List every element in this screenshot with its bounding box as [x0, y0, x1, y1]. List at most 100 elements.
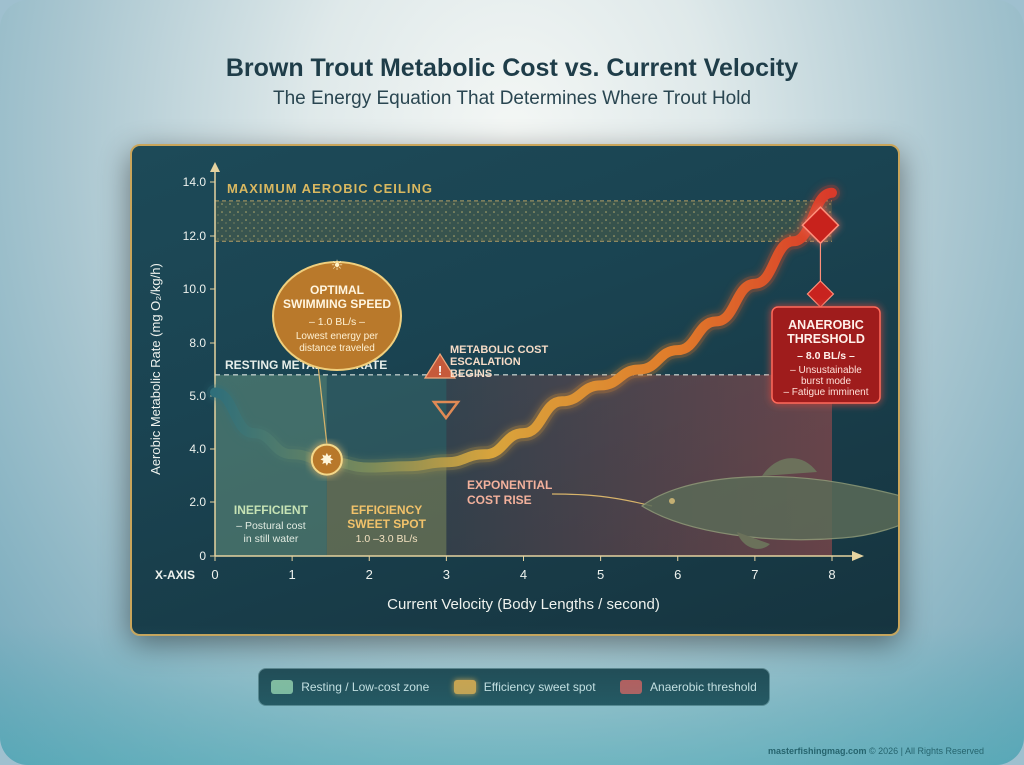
y-tick-label-4: 8.0: [189, 336, 206, 350]
optimal-callout-value-line: – 1.0 BL/s –: [309, 316, 365, 328]
legend-swatch-efficiency: [453, 680, 476, 694]
zone-label-resting-line: INEFFICIENT: [234, 503, 309, 517]
x-tick-label-8-line: 8: [828, 567, 835, 582]
x-tick-label-1-line: 1: [289, 567, 296, 582]
anaerobic-small-marker: [806, 280, 835, 308]
exponential-label-line: COST RISE: [467, 493, 532, 507]
y-tick-label-1: 2.0: [189, 495, 206, 509]
chart-subtitle: The Energy Equation That Determines Wher…: [272, 88, 752, 109]
y-axis-label-line: Aerobic Metabolic Rate (mg O₂/kg/h): [148, 263, 163, 475]
y-tick-label-3: 5.0: [189, 389, 206, 403]
anaerobic-callout-title-line: THRESHOLD: [787, 332, 865, 346]
anaerobic-callout-value: – 8.0 BL/s –: [797, 350, 855, 362]
x-tick-label-4: 4: [520, 567, 527, 582]
x-tick-label-4-line: 4: [520, 567, 527, 582]
exponential-label: EXPONENTIAL COST RISE: [467, 478, 552, 507]
optimal-callout-title: OPTIMAL SWIMMING SPEED: [283, 283, 391, 311]
x-tick-label-7: 7: [751, 567, 758, 582]
optimal-callout-bubble: [272, 261, 402, 371]
trout-dorsal-fin: [762, 458, 817, 476]
anaerobic-callout-box: [771, 306, 881, 404]
anaerobic-callout-note-line: burst mode: [801, 376, 851, 387]
anaerobic-callout-value-line: – 8.0 BL/s –: [797, 350, 855, 362]
zone-note-resting-line: in still water: [243, 533, 298, 545]
y-tick-label-2-line: 4.0: [189, 442, 206, 456]
escalation-label: METABOLIC COST ESCALATION BEGINS: [450, 344, 548, 380]
x-axis-tag-line: X-AXIS: [155, 568, 195, 582]
x-tick-label-5: 5: [597, 567, 604, 582]
legend-item-resting: Resting / Low-cost zone: [271, 680, 429, 694]
x-tick-label-6: 6: [674, 567, 681, 582]
x-tick-label-6-line: 6: [674, 567, 681, 582]
x-axis-label-line: Current Velocity (Body Lengths / second): [387, 596, 660, 613]
escalation-label-line: METABOLIC COST: [450, 344, 548, 356]
trout-pelvic-fin: [737, 532, 770, 549]
x-axis-tag: X-AXIS: [155, 568, 195, 582]
y-tick-label-0: 0: [199, 549, 206, 563]
warning-icon: [423, 352, 457, 379]
anaerobic-callout-note-line: – Fatigue imminent: [783, 387, 868, 398]
optimal-callout-note: Lowest energy per distance traveled: [296, 331, 379, 354]
x-tick-label-0: 0: [211, 567, 218, 582]
x-tick-label-0-line: 0: [211, 567, 218, 582]
optimal-sun-icon: ☀: [331, 258, 344, 274]
zone-efficiency: [326, 464, 447, 556]
legend-item-anaerobic: Anaerobic threshold: [620, 680, 757, 694]
zone-label-efficiency-line: EFFICIENCY: [351, 503, 422, 517]
y-tick-label-5: 10.0: [183, 282, 207, 296]
ceiling-label: MAXIMUM AEROBIC CEILING: [227, 181, 433, 196]
y-tick-label-5-line: 10.0: [183, 282, 207, 296]
legend-swatch-anaerobic: [620, 680, 643, 694]
legend-label-anaerobic: Anaerobic threshold: [650, 680, 757, 694]
zone-note-resting-line: – Postural cost: [236, 520, 306, 532]
warning-icon-mark: !: [438, 363, 442, 378]
y-tick-label-1-line: 2.0: [189, 495, 206, 509]
x-tick-label-1: 1: [289, 567, 296, 582]
trout-eye: [669, 498, 675, 504]
legend-swatch-resting: [271, 680, 294, 694]
y-tick-label-7: 14.0: [183, 175, 207, 189]
x-tick-label-5-line: 5: [597, 567, 604, 582]
exponential-leader: [551, 493, 653, 507]
anaerobic-callout-title: ANAEROBIC THRESHOLD: [787, 318, 865, 346]
x-tick-label-8: 8: [828, 567, 835, 582]
zone-note-efficiency-line: 1.0 –3.0 BL/s: [356, 533, 418, 545]
y-tick-label-3-line: 5.0: [189, 389, 206, 403]
optimal-star-icon-line: ✸: [320, 451, 334, 471]
x-tick-label-7-line: 7: [751, 567, 758, 582]
y-tick-label-0-line: 0: [199, 549, 206, 563]
escalation-arrow-icon: [431, 400, 461, 421]
optimal-callout-value: – 1.0 BL/s –: [309, 316, 365, 328]
y-axis-label: Aerobic Metabolic Rate (mg O₂/kg/h): [148, 263, 163, 475]
optimal-callout-title-line: SWIMMING SPEED: [283, 297, 391, 311]
footer-site: masterfishingmag.com: [767, 746, 867, 756]
anaerobic-callout-title-line: ANAEROBIC: [788, 318, 864, 332]
x-tick-label-3: 3: [443, 567, 450, 582]
chart-panel: MAXIMUM AEROBIC CEILING RESTING METABOLIC…: [130, 144, 900, 636]
y-axis-arrow: [210, 162, 220, 172]
exponential-label-line: EXPONENTIAL: [467, 478, 552, 492]
optimal-callout-note-line: distance traveled: [299, 343, 375, 354]
legend-label-efficiency: Efficiency sweet spot: [483, 680, 596, 694]
footer-rights: © 2026 | All Rights Reserved: [866, 746, 984, 756]
y-tick-label-2: 4.0: [189, 442, 206, 456]
warning-icon-mark-line: !: [438, 363, 442, 378]
x-tick-label-2: 2: [366, 567, 373, 582]
optimal-sun-icon-line: ☀: [331, 258, 344, 274]
zone-label-efficiency-line: SWEET SPOT: [347, 517, 426, 531]
x-tick-label-2-line: 2: [366, 567, 373, 582]
legend: Resting / Low-cost zone Efficiency sweet…: [258, 668, 770, 706]
zone-note-efficiency: 1.0 –3.0 BL/s: [356, 533, 418, 545]
zone-note-resting: – Postural cost in still water: [236, 520, 306, 545]
zone-label-resting: INEFFICIENT: [234, 503, 309, 517]
x-axis-arrow: [852, 551, 864, 561]
ceiling-band: [215, 200, 832, 242]
legend-label-resting: Resting / Low-cost zone: [301, 680, 430, 694]
legend-item-efficiency: Efficiency sweet spot: [453, 680, 596, 694]
optimal-leader: [316, 355, 328, 444]
trout-body: [640, 475, 898, 541]
ceiling-label-line: MAXIMUM AEROBIC CEILING: [227, 181, 433, 196]
x-axis-label: Current Velocity (Body Lengths / second): [387, 596, 660, 613]
y-tick-label-7-line: 14.0: [183, 175, 207, 189]
